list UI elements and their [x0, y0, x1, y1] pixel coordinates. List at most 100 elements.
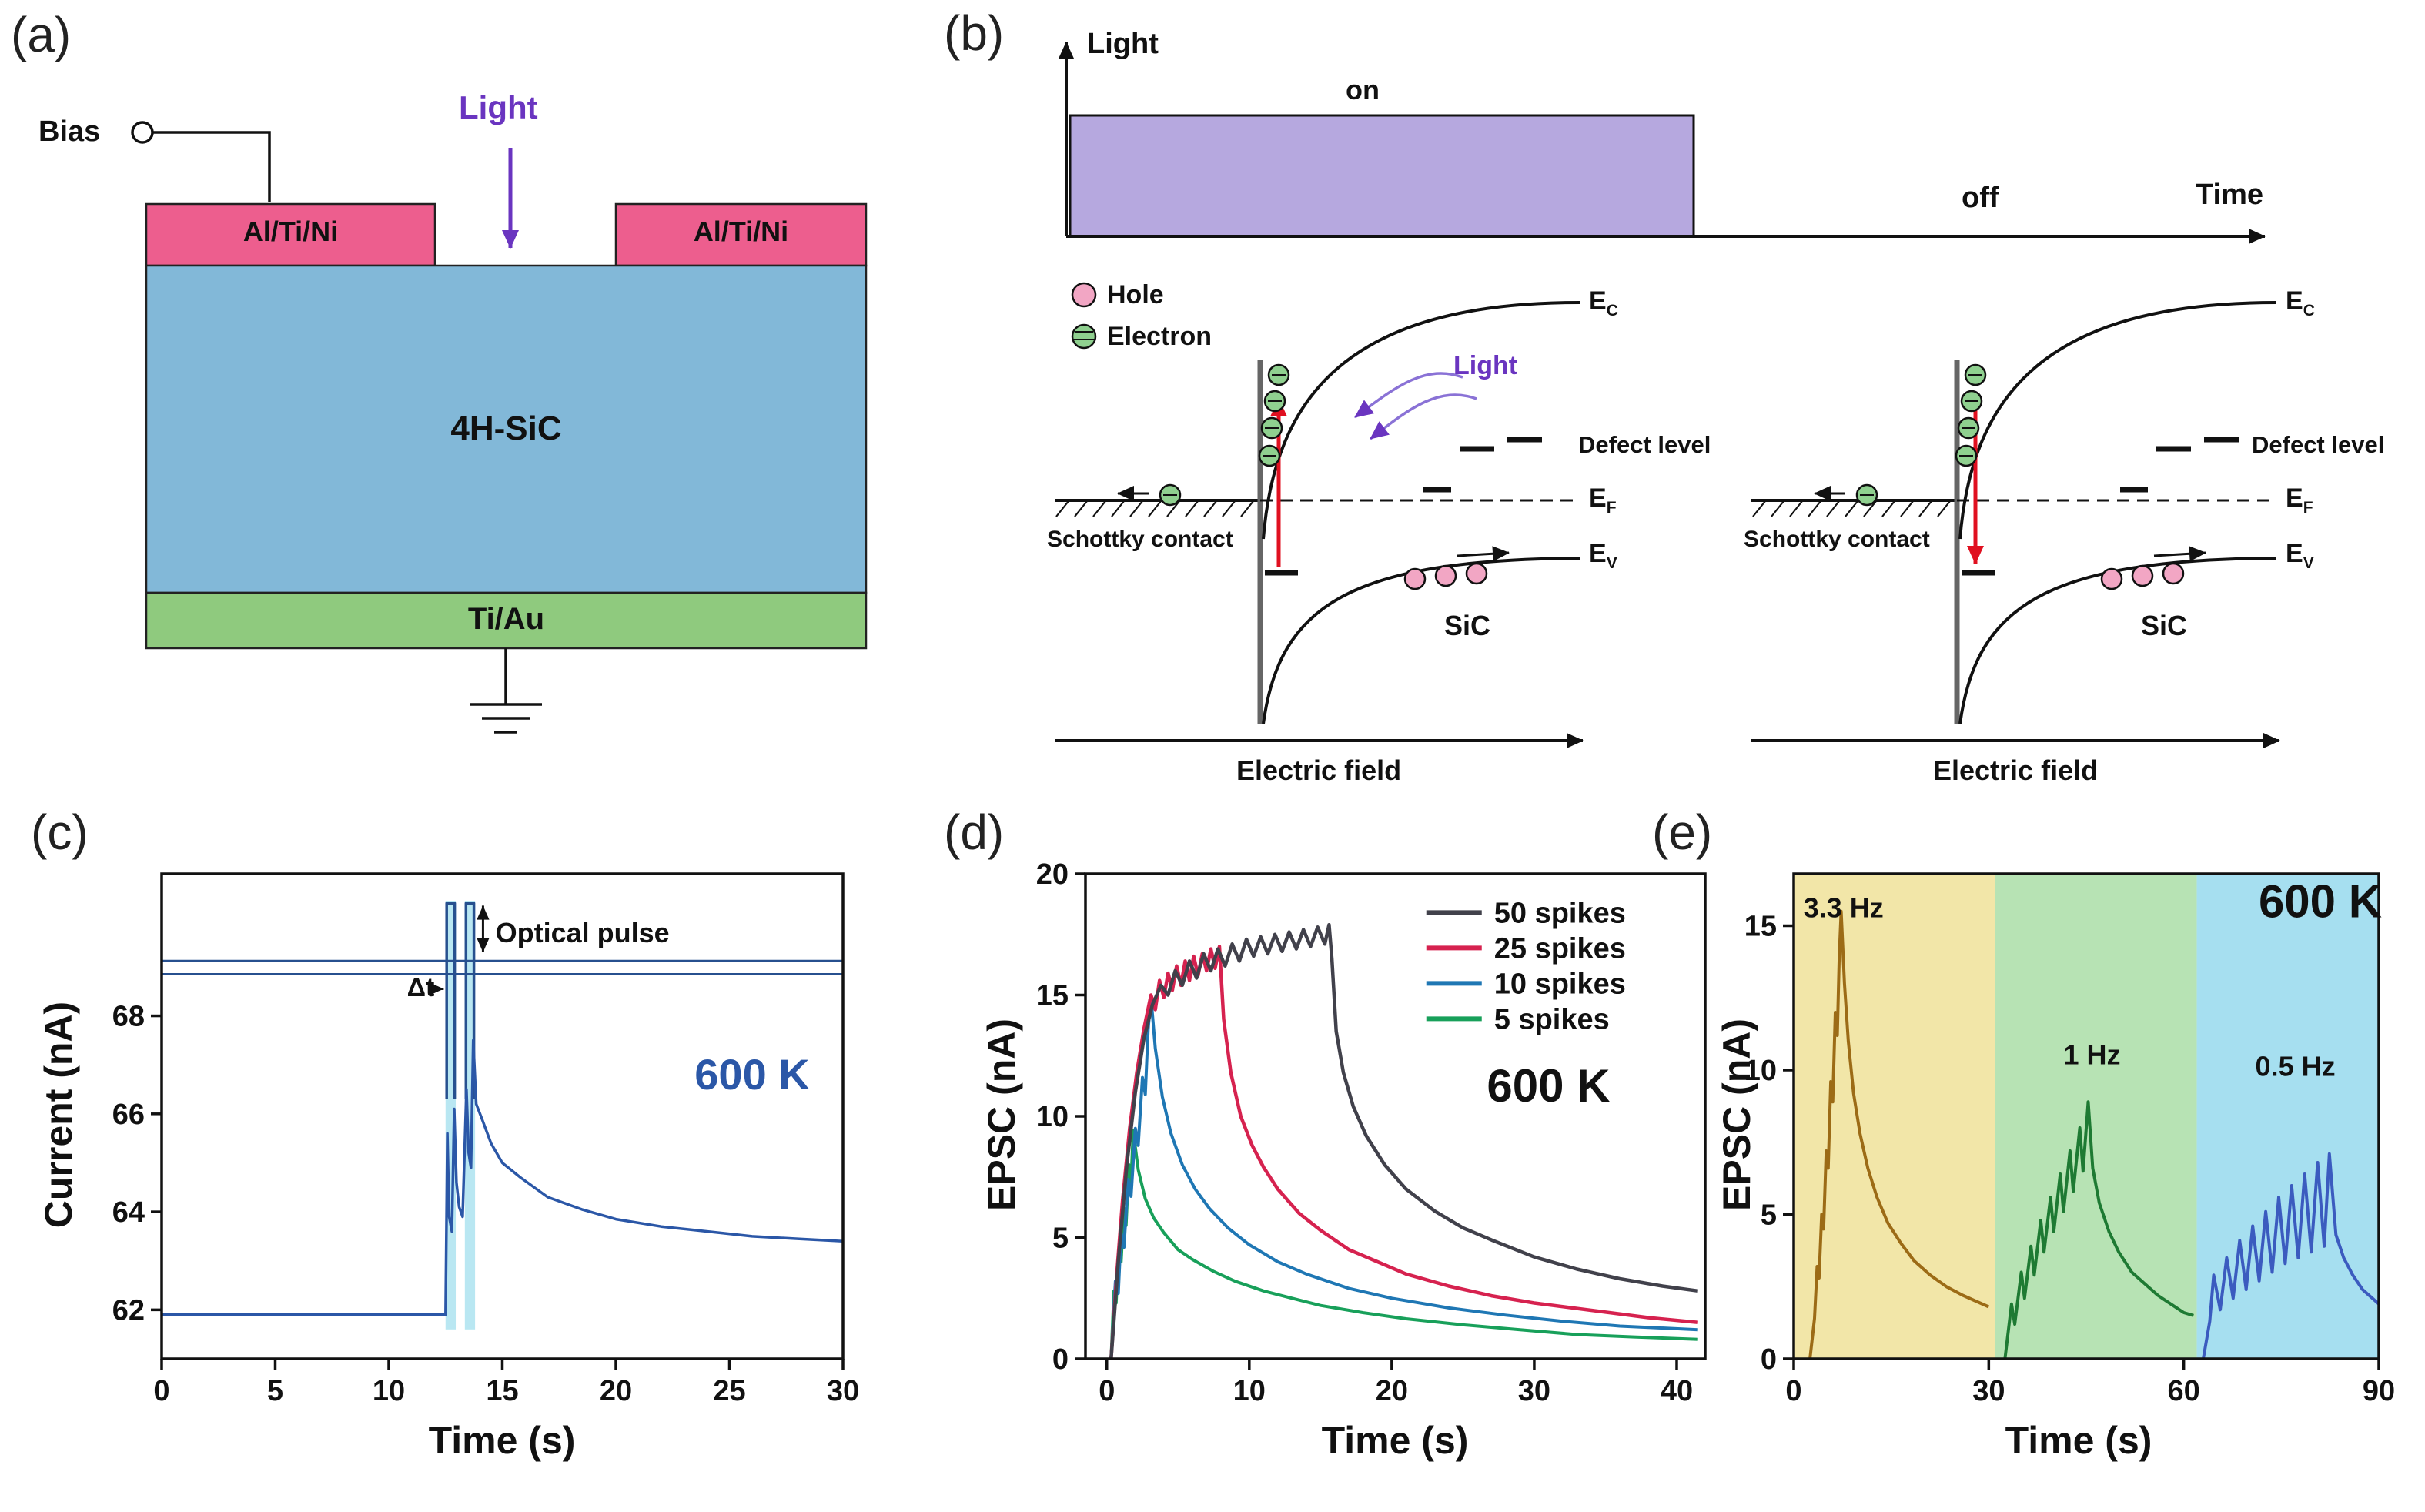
svg-text:25: 25 [713, 1375, 745, 1407]
defect-level-dashes [1962, 437, 2239, 576]
defect-level-label-right: Defect level [2252, 431, 2385, 458]
svg-text:0: 0 [1099, 1375, 1115, 1407]
conduction-band-curve [1262, 301, 1580, 540]
svg-text:15: 15 [1744, 911, 1777, 943]
device-schematic [131, 121, 868, 734]
ef-label-left: EF [1589, 483, 1617, 517]
svg-text:Δt: Δt [407, 973, 435, 1002]
efield-label-right: Electric field [1933, 754, 2099, 786]
hole-group [1403, 562, 1488, 590]
e-y-axis-title: EPSC (nA) [1715, 1019, 1758, 1211]
sic-body-label: 4H-SiC [450, 410, 562, 447]
hole-legend-label: Hole [1107, 280, 1164, 309]
defect-level-dashes [1265, 437, 1542, 576]
sic-label-right: SiC [2141, 610, 2188, 641]
svg-text:40: 40 [1661, 1375, 1693, 1407]
svg-text:0: 0 [1052, 1343, 1069, 1376]
metal-hatch [1752, 500, 1951, 517]
panel-label-d: (d) [944, 805, 1005, 860]
bias-wire [152, 131, 271, 202]
light-axis-label: Light [1087, 28, 1159, 60]
svg-text:60: 60 [2168, 1375, 2200, 1407]
ev-label-right: EV [2286, 539, 2314, 572]
svg-text:10 spikes: 10 spikes [1494, 968, 1626, 1000]
svg-text:25 spikes: 25 spikes [1494, 932, 1626, 965]
chart-current-response: 0 5 10 15 20 25 30 62 64 66 68 Optical pulse Δt 600 K [112, 872, 859, 1407]
light-label-a: Light [459, 89, 538, 125]
light-wave-arrow-2 [1369, 393, 1477, 440]
svg-text:15: 15 [1036, 980, 1069, 1012]
hole-icon [1071, 282, 1097, 308]
svg-text:20: 20 [1036, 862, 1069, 891]
bottom-contact-rect [145, 591, 868, 650]
svg-text:5 spikes: 5 spikes [1494, 1003, 1610, 1035]
svg-text:600 K: 600 K [694, 1050, 809, 1099]
svg-text:66: 66 [112, 1099, 145, 1131]
e-x-axis-title: Time (s) [2005, 1419, 2152, 1462]
sic-label-left: SiC [1444, 610, 1491, 641]
svg-text:0: 0 [1785, 1375, 1801, 1407]
bias-terminal [131, 121, 154, 144]
schottky-label-right: Schottky contact [1744, 527, 1930, 552]
bottom-contact-label: Ti/Au [467, 602, 545, 636]
ec-label-right: EC [2286, 286, 2315, 319]
light-label-inner: Light [1453, 351, 1518, 380]
svg-text:3.3 Hz: 3.3 Hz [1804, 891, 1884, 923]
ground-symbol [470, 648, 542, 734]
electrode-left-label: Al/Ti/Ni [242, 216, 339, 247]
efield-label-left: Electric field [1236, 754, 1402, 786]
device-and-band-diagrams [131, 42, 2280, 748]
svg-text:1 Hz: 1 Hz [2063, 1039, 2120, 1071]
panel-label-a: (a) [11, 7, 72, 62]
c-y-axis-title: Current (nA) [37, 1001, 80, 1229]
panel-label-b: (b) [944, 5, 1005, 61]
off-label: off [1962, 182, 1999, 214]
carrier-legend [1071, 282, 1097, 350]
svg-text:0: 0 [1761, 1343, 1777, 1376]
svg-text:600 K: 600 K [2259, 875, 2382, 927]
svg-text:600 K: 600 K [1487, 1060, 1610, 1112]
ef-label-right: EF [2286, 483, 2313, 517]
svg-text:Optical pulse: Optical pulse [496, 917, 670, 948]
ev-label-left: EV [1589, 539, 1617, 572]
electron-icon [1071, 323, 1097, 350]
electron-legend-label: Electron [1107, 322, 1212, 351]
electrode-left-rect [145, 202, 436, 267]
svg-text:15: 15 [486, 1375, 518, 1407]
valence-band-curve [1262, 557, 1580, 724]
ec-label-left: EC [1589, 286, 1618, 319]
on-label: on [1346, 74, 1380, 105]
chart-epsc-frequency: 0 30 60 90 0 5 10 15 3.3 Hz 1 Hz 0.5 Hz 600 K [1744, 872, 2395, 1407]
svg-text:0: 0 [153, 1375, 169, 1407]
bias-label: Bias [38, 115, 101, 148]
c-x-axis-title: Time (s) [428, 1419, 576, 1462]
svg-text:10: 10 [1036, 1101, 1069, 1133]
time-axis-label: Time [2196, 179, 2264, 211]
svg-text:68: 68 [112, 1001, 145, 1033]
conduction-band-curve [1958, 301, 2277, 540]
electron-stack [1955, 363, 1987, 467]
svg-text:50 spikes: 50 spikes [1494, 897, 1626, 929]
electrode-right-label: Al/Ti/Ni [693, 216, 789, 247]
svg-text:0.5 Hz: 0.5 Hz [2256, 1051, 2336, 1082]
svg-text:30: 30 [1518, 1375, 1550, 1407]
electrode-right-rect [614, 202, 868, 267]
defect-level-label-left: Defect level [1578, 431, 1711, 458]
light-on-pulse [1069, 114, 1695, 238]
sic-body-rect [145, 264, 868, 594]
d-x-axis-title: Time (s) [1321, 1419, 1469, 1462]
band-diagram-light-on [1055, 301, 1584, 748]
svg-text:90: 90 [2363, 1375, 2395, 1407]
svg-text:64: 64 [112, 1196, 145, 1229]
valence-band-curve [1958, 557, 2277, 724]
hole-drift-arrow [2153, 546, 2206, 562]
metal-hatch [1055, 500, 1254, 517]
svg-text:5: 5 [1052, 1223, 1069, 1255]
svg-text:5: 5 [267, 1375, 283, 1407]
light-timing-diagram [1059, 42, 2266, 244]
svg-text:10: 10 [373, 1375, 405, 1407]
svg-text:5: 5 [1761, 1199, 1777, 1232]
electron-stripes [1073, 331, 1095, 340]
d-y-axis-title: EPSC (nA) [980, 1019, 1023, 1211]
